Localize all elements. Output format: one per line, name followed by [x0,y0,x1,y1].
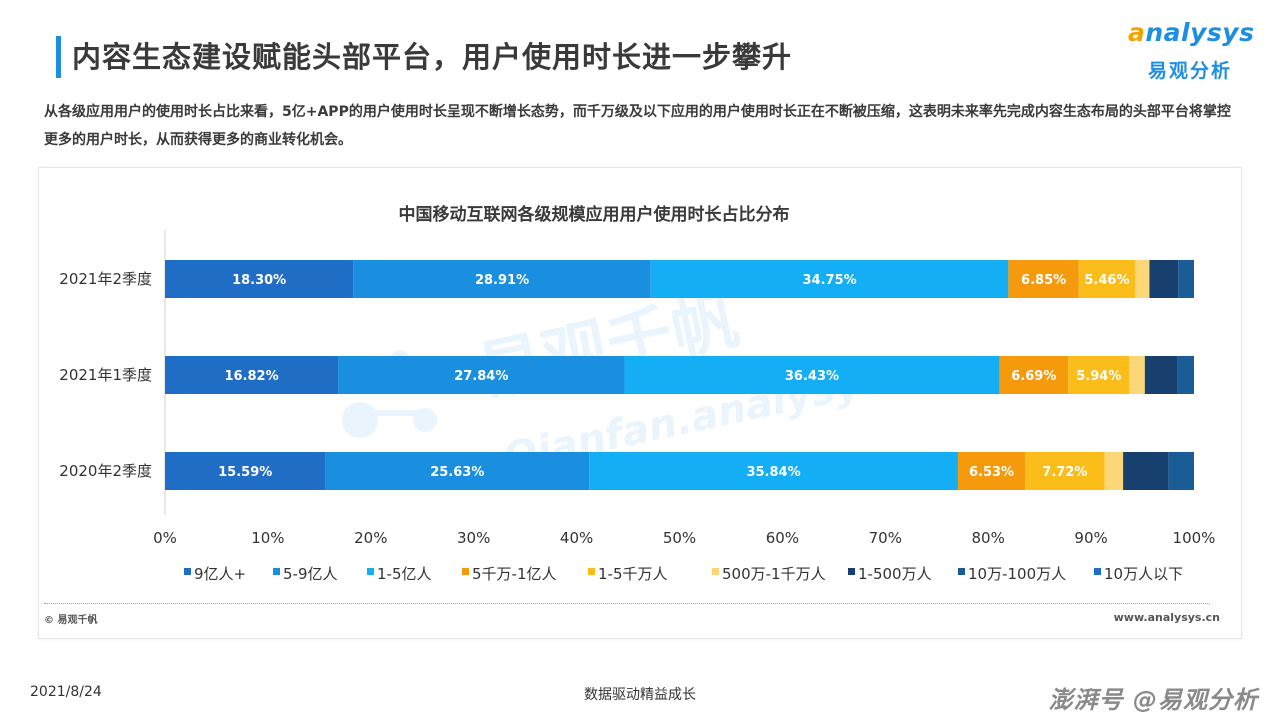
legend-swatch [1094,568,1101,575]
footer-date: 2021/8/24 [30,684,102,700]
legend-swatch [958,568,965,575]
legend-swatch [184,568,191,575]
bar-segment [624,356,1000,394]
legend-label: 10万人以下 [1104,565,1183,583]
data-label: 7.72% [1042,465,1087,480]
legend-label: 1-500万人 [858,565,932,583]
x-tick-label: 0% [153,529,177,547]
bar-segment [1144,356,1178,394]
bar-segment [1149,260,1179,298]
bar-segment [999,356,1069,394]
legend-swatch [848,568,855,575]
bar-segment [589,452,958,490]
data-label: 6.69% [1011,369,1056,384]
legend-swatch [588,568,595,575]
bar-segment [353,260,651,298]
bar-segment [165,452,326,490]
legend: 9亿人+ 5-9亿人 1-5亿人 5千万-1亿人 1-5千万人 500万-1千万人 1-50… [184,565,1183,583]
page-title: 内容生态建设赋能头部平台，用户使用时长进一步攀升 [72,40,793,74]
copyright: © 易观千帆 [44,615,98,626]
data-label: 6.85% [1021,273,1066,288]
data-label: 25.63% [430,465,484,480]
legend-label: 5-9亿人 [283,565,338,583]
bar-segment [1129,356,1145,394]
legend-swatch [712,568,719,575]
category-labels: 2021年2季度 2021年1季度 2020年2季度 [59,270,152,480]
chart-card [38,167,1242,639]
footer-slogan: 数据驱动精益成长 [584,687,696,703]
bar-segment [650,260,1009,298]
bar-segment [325,452,590,490]
x-tick-label: 100% [1173,529,1216,547]
bar-segment [1177,356,1194,394]
bars-group: 18.30% 28.91% 34.75% 6.85% 5.46% 16.82% 27.84%… [165,260,1194,490]
legend-label: 1-5千万人 [598,565,668,583]
chart-title: 中国移动互联网各级规模应用用户使用时长占比分布 [399,204,790,225]
legend-label: 9亿人+ [194,565,246,583]
bar-segment [1068,356,1130,394]
title-accent-bar [56,36,61,78]
footer-brand: 澎湃号 @易观分析 [1048,686,1258,714]
bar-segment [1123,452,1169,490]
data-label: 5.46% [1084,273,1129,288]
bar-segment [1178,260,1194,298]
x-tick-label: 20% [354,529,387,547]
category-label: 2021年2季度 [59,270,152,288]
analysys-logo: analysys 易观分析 [1120,18,1254,84]
category-label: 2020年2季度 [59,462,152,480]
data-label: 16.82% [224,369,278,384]
legend-label: 5千万-1亿人 [472,565,557,583]
legend-label: 500万-1千万人 [722,565,826,583]
bar-segment [165,260,354,298]
x-tick-labels: 0% 10% 20% 30% 40% 50% 60% 70% 80% 90% 100% [153,529,1215,547]
x-tick-label: 30% [457,529,490,547]
x-tick-label: 50% [663,529,696,547]
data-label: 15.59% [218,465,272,480]
bar-segment [1104,452,1124,490]
bar-segment [1008,260,1079,298]
bar-segment [1168,452,1194,490]
data-label: 5.94% [1076,369,1121,384]
category-label: 2021年1季度 [59,366,152,384]
data-label: 28.91% [475,273,529,288]
data-label: 18.30% [232,273,286,288]
data-label: 27.84% [454,369,508,384]
data-label: 6.53% [969,465,1014,480]
bar-segment [165,356,339,394]
data-label: 36.43% [785,369,839,384]
legend-label: 1-5亿人 [377,565,432,583]
source-site: www.analysys.cn [1113,611,1220,624]
intro-paragraph: 从各级应用用户的使用时长占比来看，5亿+APP的用户使用时长呈现不断增长态势，而… [44,104,1231,148]
legend-label: 10万-100万人 [968,565,1066,583]
legend-swatch [367,568,374,575]
x-tick-label: 60% [766,529,799,547]
bar-segment [957,452,1026,490]
source-divider [44,603,1210,604]
logo-chinese: 易观分析 [1148,60,1233,82]
bar-segment [1135,260,1150,298]
data-label: 34.75% [803,273,857,288]
bar-segment [1078,260,1136,298]
bar-segment [1025,452,1105,490]
legend-swatch [273,568,280,575]
x-tick-label: 80% [972,529,1005,547]
legend-swatch [462,568,469,575]
data-label: 35.84% [746,465,800,480]
x-tick-label: 40% [560,529,593,547]
x-tick-label: 10% [251,529,284,547]
x-tick-label: 70% [869,529,902,547]
logo-english: analysys [1128,18,1255,47]
bar-segment [338,356,625,394]
x-tick-label: 90% [1074,529,1107,547]
